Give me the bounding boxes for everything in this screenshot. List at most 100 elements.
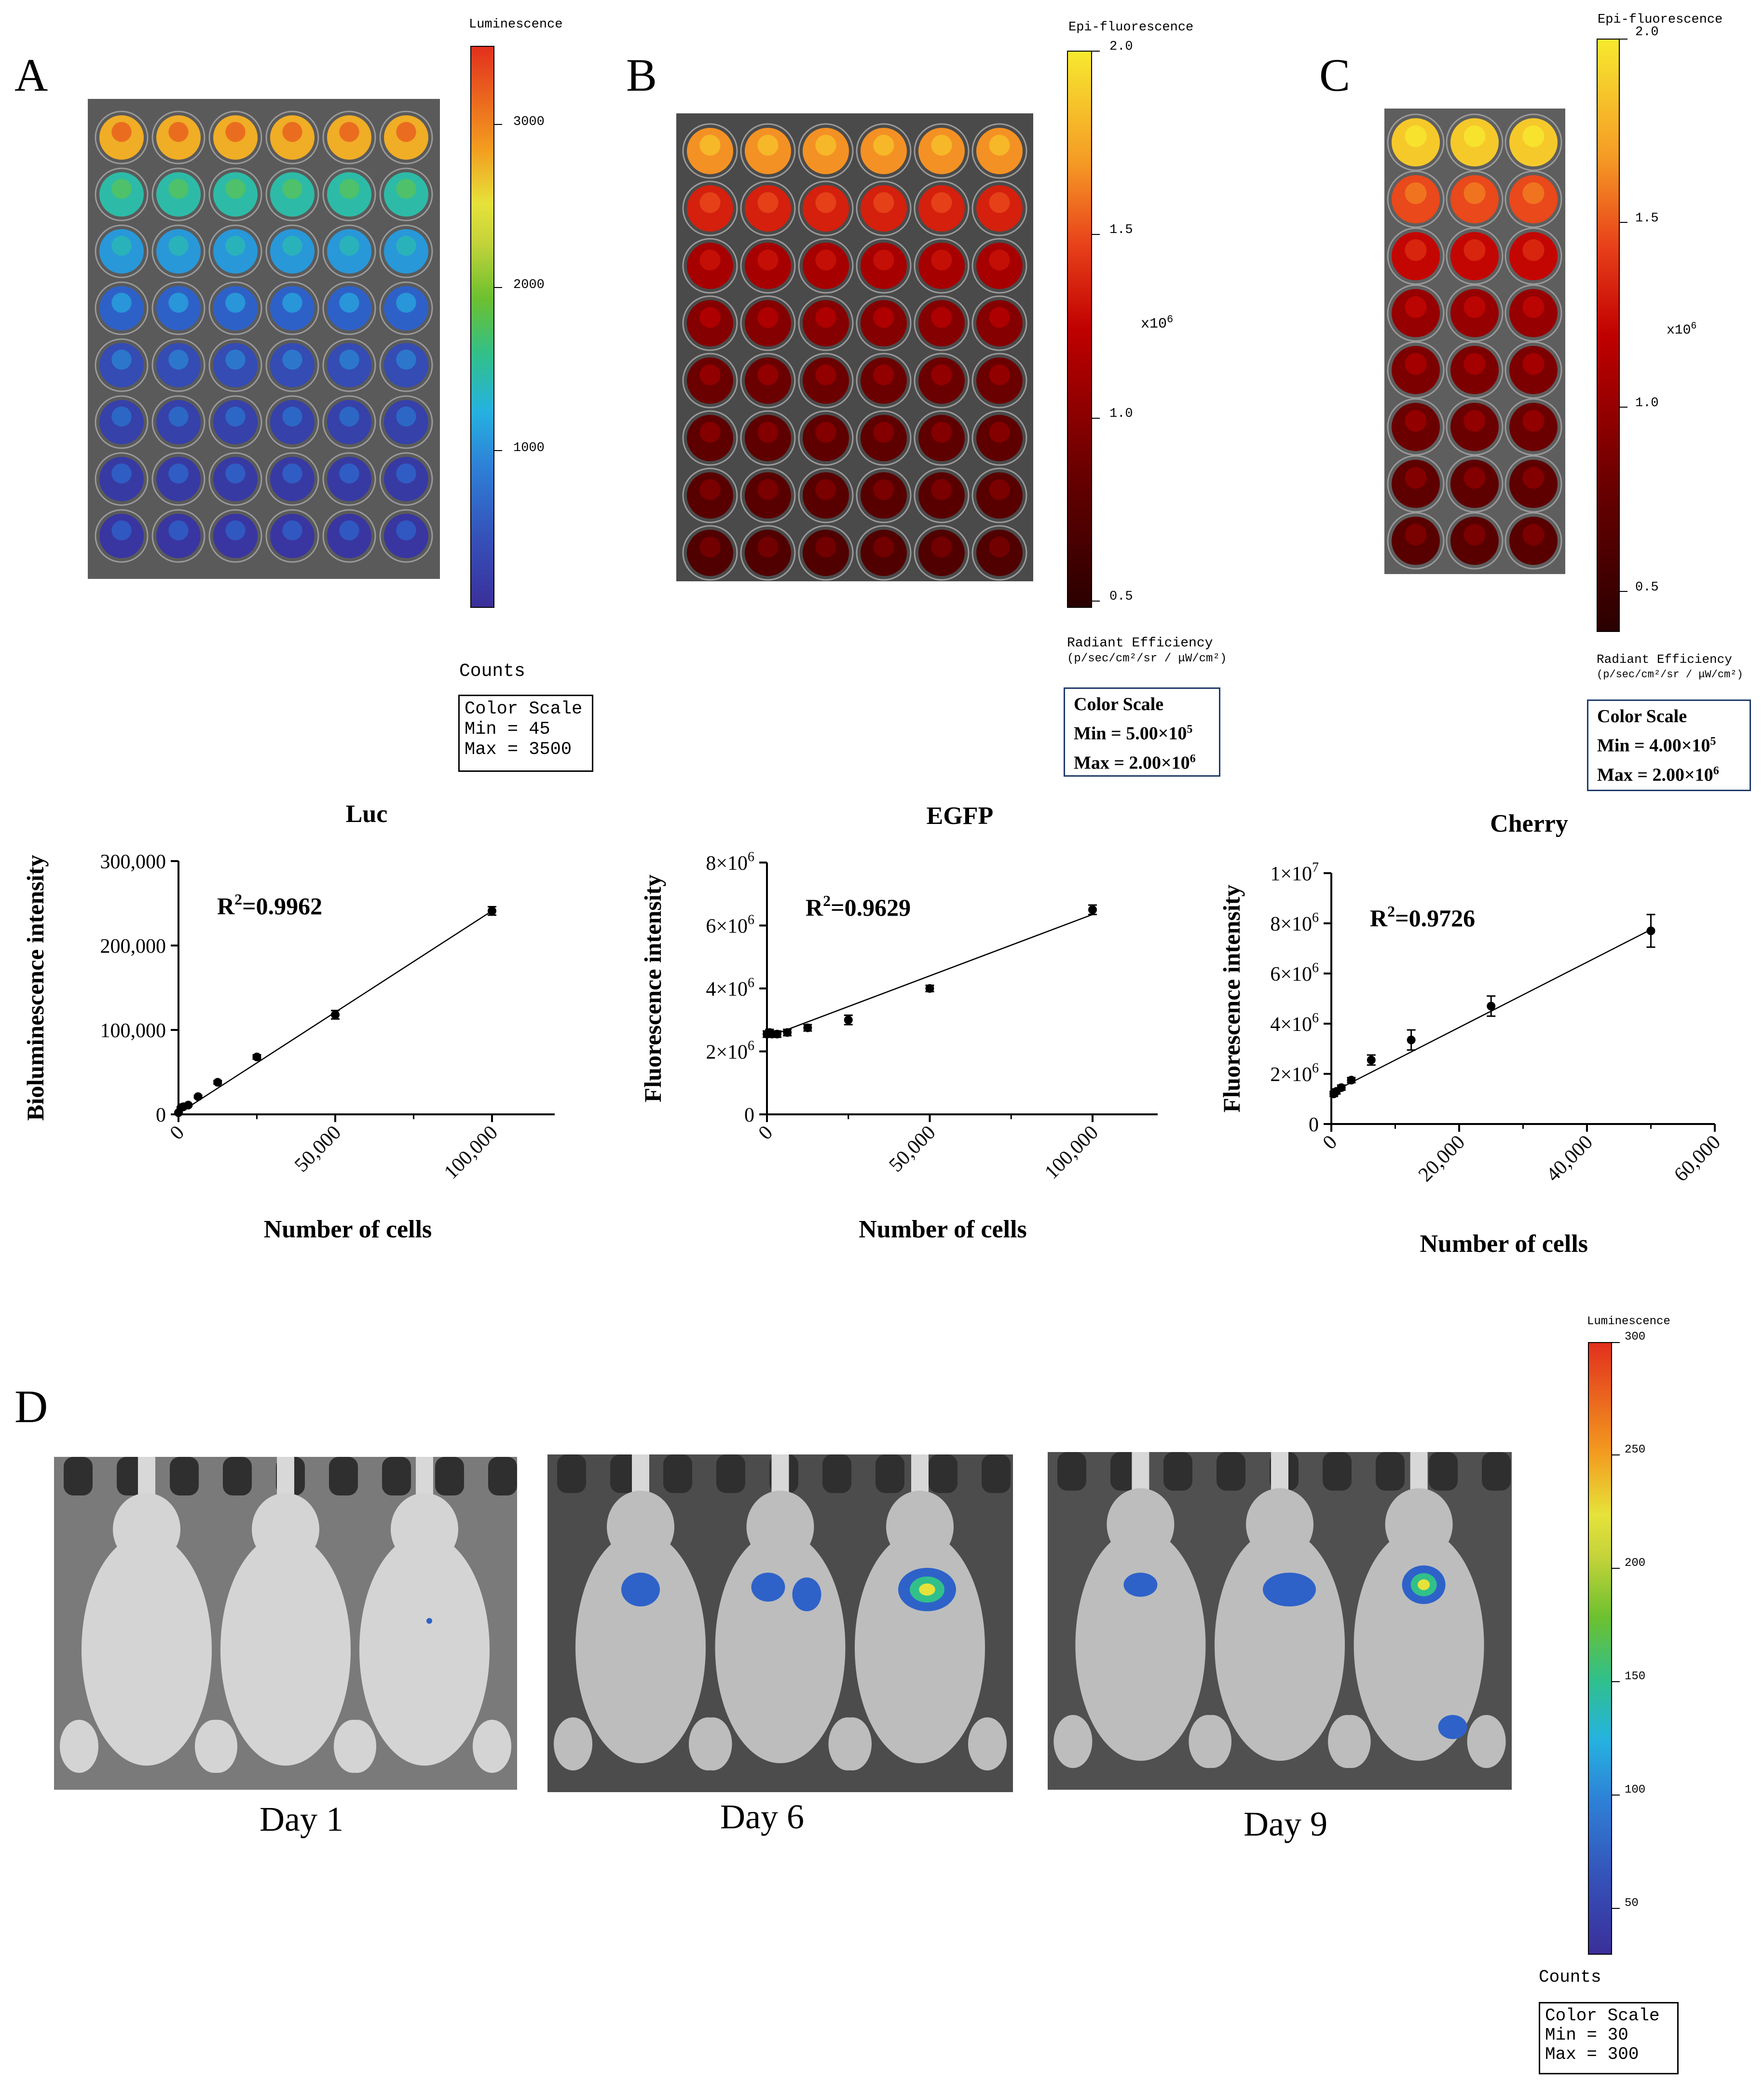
holder-slot [663, 1454, 692, 1493]
x-tick-label: 100,000 [440, 1122, 502, 1184]
egfp-plate-image [676, 113, 1033, 581]
scale-c-color-box: Color Scale Min = 4.00×105 Max = 2.00×10… [1587, 699, 1751, 791]
well-rim [265, 452, 319, 506]
mouse-body [359, 1534, 490, 1766]
scale-d-box-min: Min = 30 [1545, 2025, 1628, 2045]
x-tick-label: 50,000 [290, 1122, 345, 1177]
well-hotspot [168, 520, 189, 541]
well-rim [208, 224, 262, 278]
scale-b-colorbar [1067, 51, 1092, 608]
signal-spot-core [1418, 1579, 1430, 1590]
well-rim [856, 123, 912, 179]
well-rim [95, 509, 149, 563]
well-hotspot [873, 307, 894, 328]
scale-b-tick-label: 0.5 [1109, 590, 1133, 604]
well-hotspot [1522, 524, 1545, 546]
well-hotspot [931, 307, 952, 328]
data-point [1347, 1076, 1356, 1084]
well-hotspot [815, 536, 836, 558]
data-point [252, 1053, 261, 1061]
well-rim [265, 167, 319, 221]
well-hotspot [1405, 125, 1427, 147]
signal-spot [792, 1577, 821, 1611]
scale-c-tick [1620, 222, 1627, 223]
holder-slot [1376, 1452, 1405, 1491]
well-rim [208, 452, 262, 506]
well-rim [1504, 227, 1562, 285]
signal-spot [621, 1573, 660, 1606]
signal-spot-core [919, 1583, 935, 1596]
well-rim [322, 110, 376, 165]
day6-label: Day 6 [720, 1797, 804, 1836]
well-hotspot [282, 463, 302, 484]
well-rim [1504, 455, 1562, 513]
x-tick-label: 100,000 [1040, 1122, 1103, 1184]
well-rim [1504, 341, 1562, 399]
scale-c-tick-label: 0.5 [1635, 580, 1659, 595]
mouse-body [220, 1534, 351, 1766]
well-hotspot [699, 192, 721, 213]
well-hotspot [699, 307, 721, 328]
well-rim [1387, 455, 1445, 513]
cherry-plate-image [1384, 109, 1565, 574]
well-rim [682, 238, 738, 294]
data-point [1088, 905, 1097, 914]
well-rim [1387, 512, 1445, 570]
well-rim [971, 467, 1027, 523]
well-rim [914, 180, 970, 236]
scale-b-tick-label: 1.5 [1109, 223, 1133, 237]
chart-egfp: 0 2×106 4×106 6×106 8×106 0 50,000 100,000 R2=0.… [642, 850, 1158, 1243]
well-hotspot [699, 249, 721, 271]
holder-slot [488, 1457, 517, 1495]
mouse-body [855, 1532, 985, 1763]
scale-d-units: Counts [1539, 1967, 1601, 1987]
well-rim [379, 281, 433, 335]
well-rim [1387, 398, 1445, 456]
well-hotspot [873, 192, 894, 213]
well-hotspot [989, 307, 1010, 328]
well-hotspot [1405, 182, 1427, 204]
day1-label: Day 1 [260, 1800, 343, 1838]
well-rim [379, 395, 433, 449]
y-tick-label: 0 [1309, 1114, 1319, 1136]
holder-slot [1217, 1452, 1245, 1491]
well-rim [856, 295, 912, 351]
well-rim [322, 338, 376, 392]
well-hotspot [111, 178, 132, 199]
data-point [773, 1029, 782, 1039]
well-hotspot [699, 422, 721, 443]
x-tick-label: 0 [166, 1122, 189, 1144]
holder-slot [557, 1454, 586, 1493]
well-hotspot [111, 520, 132, 541]
scale-d-tick-label: 200 [1625, 1557, 1646, 1570]
well-hotspot [111, 463, 132, 484]
well-rim [856, 525, 912, 581]
well-rim [914, 238, 970, 294]
well-hotspot [396, 292, 416, 313]
x-axis-label: Number of cells [1420, 1230, 1588, 1258]
data-point [844, 1015, 853, 1025]
scale-c-box-max: Max = 2.00×106 [1597, 764, 1719, 785]
well-hotspot [1405, 353, 1427, 375]
well-rim [856, 180, 912, 236]
mice-day1-image [54, 1457, 517, 1790]
scale-c-tick-label: 1.5 [1635, 211, 1659, 226]
scale-b-tick [1092, 234, 1100, 235]
well-hotspot [339, 349, 359, 370]
scale-b-box-max: Max = 2.00×106 [1074, 752, 1196, 773]
x-tick-label: 50,000 [885, 1122, 940, 1177]
mouse-leg [1193, 1715, 1231, 1768]
well-hotspot [757, 479, 779, 500]
well-rim [682, 295, 738, 351]
well-rim [95, 452, 149, 506]
holder-slot [329, 1457, 358, 1495]
well-hotspot [225, 406, 246, 427]
well-rim [95, 167, 149, 221]
well-rim [1387, 341, 1445, 399]
holder-slot [1323, 1452, 1352, 1491]
well-hotspot [225, 349, 246, 370]
chart-cherry: 0 2×106 4×106 6×106 8×106 1×107 0 20,000 40,000 6… [1220, 860, 1725, 1258]
scale-b-title: Epi-fluorescence [1068, 20, 1194, 35]
regression-line [766, 914, 1093, 1038]
well-rim [379, 338, 433, 392]
